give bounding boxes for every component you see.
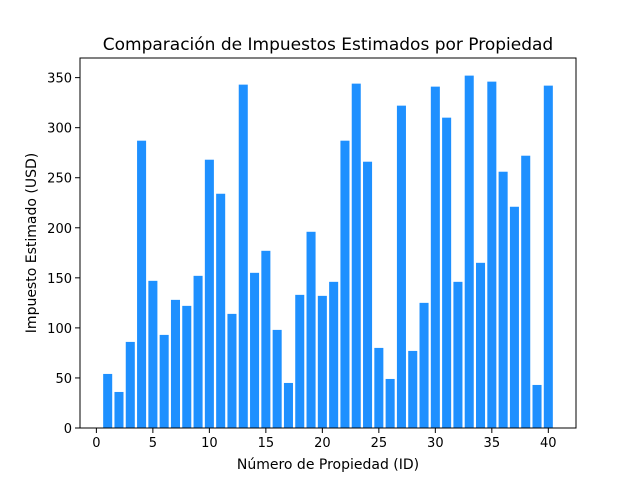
x-tick-label: 15 <box>258 436 275 451</box>
y-tick-label: 350 <box>47 72 72 87</box>
bar-37 <box>509 206 519 428</box>
x-tick-label: 25 <box>371 436 388 451</box>
bar-16 <box>272 329 282 428</box>
bars-group <box>103 75 553 429</box>
bar-19 <box>306 231 316 428</box>
x-tick-label: 10 <box>201 436 218 451</box>
y-tick-label: 250 <box>47 172 72 187</box>
bar-10 <box>204 159 214 428</box>
y-axis-label: Impuesto Estimado (USD) <box>24 153 40 333</box>
chart-title: Comparación de Impuestos Estimados por P… <box>103 35 553 55</box>
bar-15 <box>261 250 271 428</box>
bar-7 <box>170 299 180 428</box>
bar-35 <box>487 81 497 428</box>
bar-38 <box>521 155 531 428</box>
bar-27 <box>396 105 406 429</box>
bar-1 <box>103 373 113 428</box>
bar-17 <box>283 382 293 428</box>
bar-29 <box>419 302 429 428</box>
bar-6 <box>159 334 169 428</box>
bar-24 <box>363 161 373 428</box>
bar-30 <box>430 86 440 428</box>
y-tick-label: 300 <box>47 122 72 137</box>
y-axis-ticks: 0 50 100 150 200 250 300 350 <box>47 72 80 437</box>
plot-frame <box>79 57 577 429</box>
bar-32 <box>453 281 463 428</box>
bar-4 <box>137 140 147 428</box>
bar-34 <box>476 262 486 428</box>
y-tick-label: 0 <box>64 422 72 437</box>
x-tick-label: 0 <box>92 436 100 451</box>
bar-39 <box>532 384 542 428</box>
bar-33 <box>464 75 474 429</box>
x-tick-label: 30 <box>427 436 444 451</box>
bar-2 <box>114 391 124 428</box>
bar-9 <box>193 275 203 428</box>
y-tick-label: 200 <box>47 222 72 237</box>
bar-8 <box>182 305 192 428</box>
bar-22 <box>340 140 350 428</box>
bar-25 <box>374 347 384 428</box>
bar-40 <box>543 85 553 428</box>
bar-3 <box>125 341 135 428</box>
bar-36 <box>498 171 508 428</box>
bar-5 <box>148 280 158 428</box>
bar-20 <box>317 295 327 428</box>
bar-21 <box>329 281 339 428</box>
bar-13 <box>238 84 248 428</box>
bar-23 <box>351 83 361 428</box>
bar-31 <box>442 117 452 428</box>
bar-12 <box>227 313 237 428</box>
bar-28 <box>408 350 418 428</box>
x-axis-ticks: 0 5 10 15 20 25 30 35 40 <box>92 428 557 451</box>
x-tick-label: 5 <box>149 436 157 451</box>
x-tick-label: 20 <box>314 436 331 451</box>
x-axis-label: Número de Propiedad (ID) <box>237 457 419 473</box>
bar-18 <box>295 294 305 428</box>
x-tick-label: 35 <box>484 436 501 451</box>
bar-26 <box>385 378 395 428</box>
y-tick-label: 50 <box>55 372 72 387</box>
x-tick-label: 40 <box>540 436 557 451</box>
bar-11 <box>216 193 226 428</box>
y-tick-label: 100 <box>47 322 72 337</box>
y-tick-label: 150 <box>47 272 72 287</box>
bar-14 <box>250 272 260 428</box>
